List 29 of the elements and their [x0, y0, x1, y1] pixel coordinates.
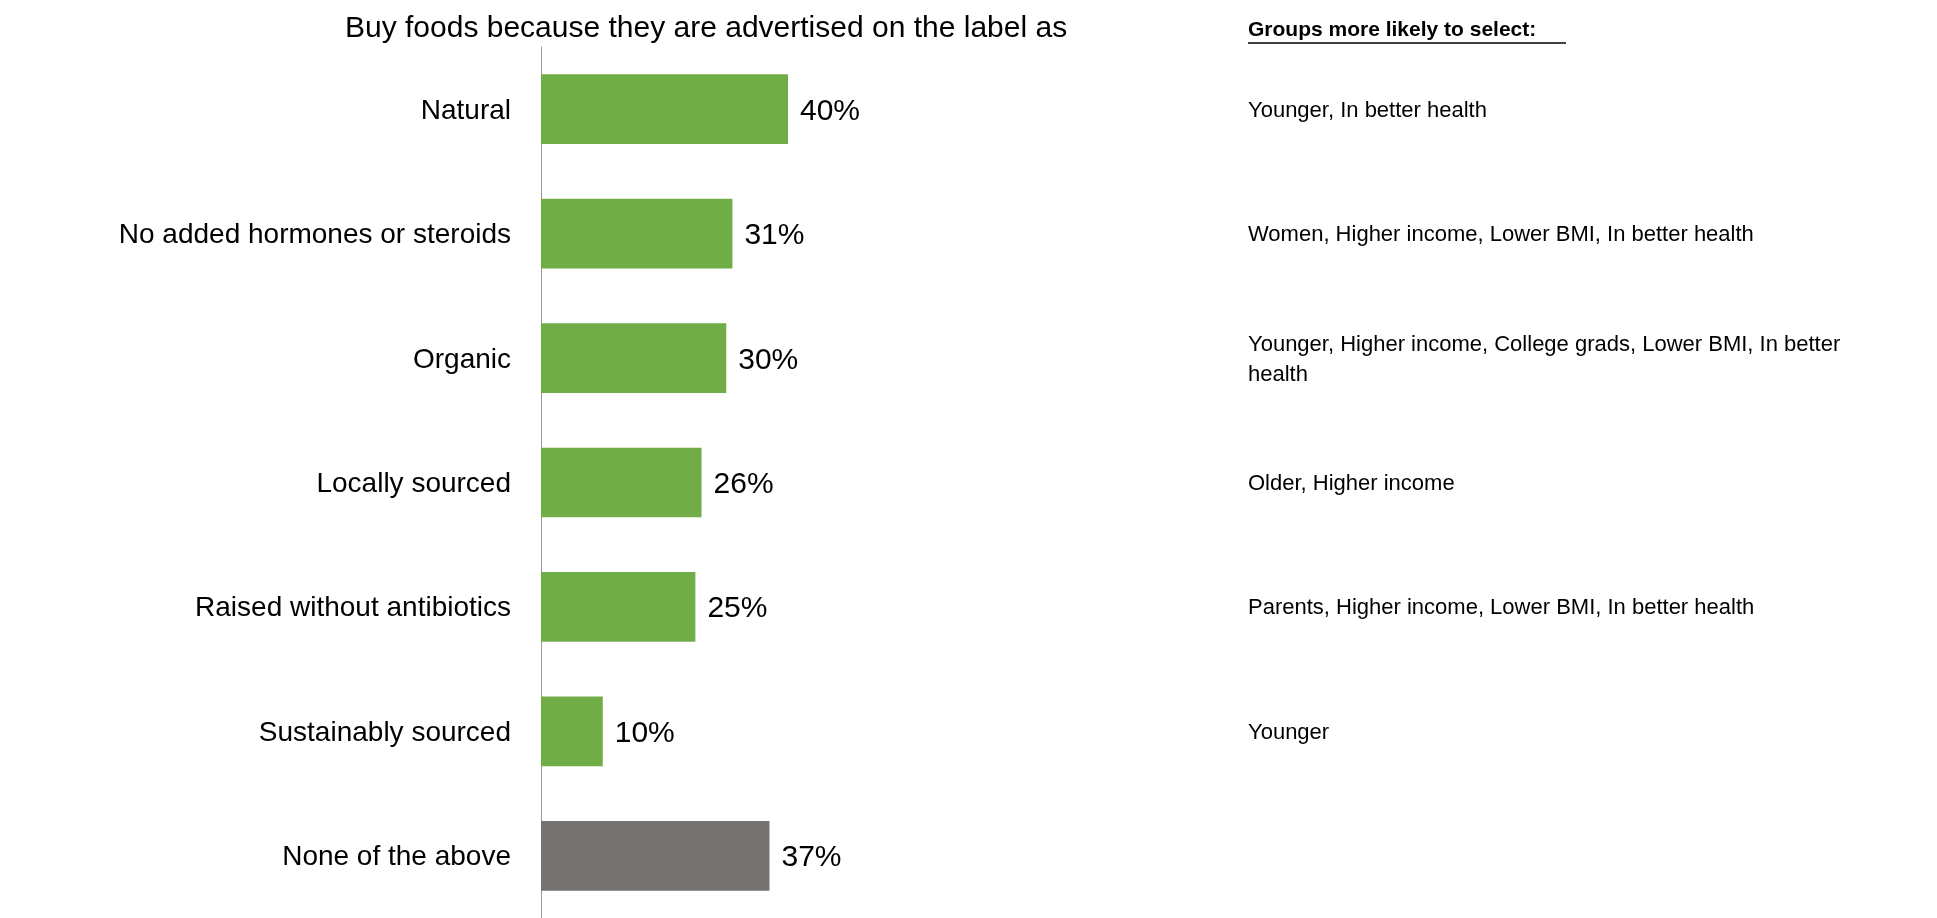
bar [541, 820, 770, 891]
text: Older, Higher income [1248, 470, 1455, 495]
y-tick-label: None of the above [282, 840, 511, 872]
y-tick-label: Natural [420, 93, 511, 125]
bar [541, 572, 696, 642]
data-label: 37% [781, 839, 842, 873]
text: Parents, Higher income, Lower BMI, In better health [1248, 594, 1755, 620]
bar [541, 198, 733, 269]
chart-title: Buy foods because they are advertised on the label as [345, 9, 1068, 43]
data-label: 40% [800, 92, 861, 126]
y-tick-label: Organic [412, 342, 511, 374]
data-label: 10% [614, 714, 675, 748]
data-label: 26% [713, 466, 774, 499]
data-label: 30% [738, 341, 799, 375]
bar [541, 696, 603, 767]
bar [541, 74, 788, 145]
text: Women, Higher income, Lower BMI, In better health [1248, 221, 1754, 247]
data-label: 25% [707, 590, 768, 624]
text: Younger [1248, 718, 1330, 744]
y-tick-label: Raised without antibiotics [195, 591, 511, 623]
y-tick-label: No added hormones or steroids [118, 218, 511, 250]
text: Younger, In better health [1248, 96, 1487, 122]
text: Groups more likely to select: [1248, 17, 1537, 40]
data-label: 31% [744, 217, 805, 251]
y-tick-label: Sustainably sourced [258, 715, 511, 747]
text: Younger, Higher income, College grads, Lower BMI, In better health [1248, 330, 1847, 386]
bar [541, 323, 727, 393]
y-tick-label: Locally sourced [316, 467, 511, 498]
bar [541, 447, 702, 518]
